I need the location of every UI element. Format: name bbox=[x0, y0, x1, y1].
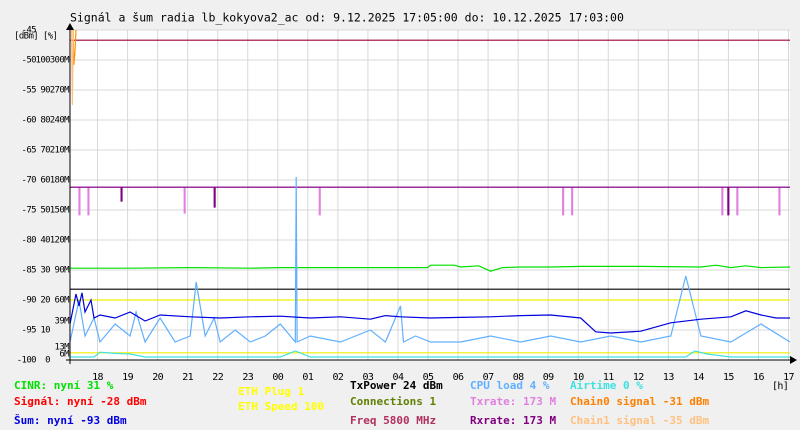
x-tick-label: 01 bbox=[302, 372, 313, 383]
grid bbox=[70, 29, 790, 361]
y-tick-label: -50 bbox=[22, 56, 37, 66]
y2-tick-label: 40 bbox=[40, 236, 50, 246]
y2-tick-label: 70 bbox=[40, 146, 50, 156]
y3-tick-label: 240M bbox=[50, 116, 70, 126]
x-tick-label: 11 bbox=[603, 372, 614, 383]
legend-entry: Rxrate: 173 M bbox=[470, 414, 556, 427]
x-tick-label: 17 bbox=[783, 372, 794, 383]
y2-tick-label: 20 bbox=[40, 296, 50, 306]
y-tick-label: -95 bbox=[22, 326, 37, 336]
legend-entry: Signál: nyní -28 dBm bbox=[14, 395, 147, 408]
legend-entry: Chain1 signal -35 dBm bbox=[570, 414, 709, 427]
chart-title: Signál a šum radia lb_kokyova2_ac od: 9.… bbox=[70, 11, 624, 25]
y2-tick-label: 60 bbox=[40, 176, 50, 186]
y2-tick-label: 100 bbox=[36, 56, 51, 66]
annotation: 13M bbox=[55, 343, 71, 353]
y3-tick-label: 90M bbox=[55, 266, 71, 276]
y3-tick-label: 120M bbox=[50, 236, 70, 246]
y-axis-arrow bbox=[66, 23, 74, 30]
y-tick-label: -70 bbox=[22, 176, 37, 186]
legend-entry: TxPower 24 dBm bbox=[350, 379, 443, 392]
y-tick-label: -55 bbox=[22, 86, 37, 96]
y-tick-label: -90 bbox=[22, 296, 37, 306]
y3-tick-label: 300M bbox=[50, 56, 70, 66]
x-tick-label: 03 bbox=[362, 372, 373, 383]
legend-entry: Airtime 0 % bbox=[570, 379, 643, 392]
labels: -100-95-90-85-80-75-70-65-60-55-50-45010… bbox=[14, 26, 795, 428]
series-line bbox=[70, 350, 790, 358]
x-tick-label: 04 bbox=[393, 372, 404, 383]
plot-area bbox=[70, 30, 790, 360]
y3-tick-label: 60M bbox=[55, 296, 71, 306]
y-tick-label: -85 bbox=[22, 266, 37, 276]
series-line bbox=[70, 186, 790, 216]
x-tick-label: 20 bbox=[152, 372, 163, 383]
y2-tick-label: 50 bbox=[40, 206, 50, 216]
x-tick-label: 07 bbox=[483, 372, 494, 383]
y2-tick-label: 90 bbox=[40, 86, 50, 96]
y-axis-label: [dBm] [%] bbox=[14, 32, 57, 42]
legend-entry: Txrate: 173 M bbox=[470, 395, 556, 408]
x-tick-label: 22 bbox=[212, 372, 223, 383]
series-line bbox=[70, 30, 74, 106]
y2-tick-label: 0 bbox=[45, 356, 50, 366]
y-tick-label: -45 bbox=[22, 26, 37, 36]
annotation: 6M bbox=[59, 350, 70, 360]
x-tick-label: 18 bbox=[92, 372, 103, 383]
y-tick-label: -60 bbox=[22, 116, 37, 126]
legend-entry: Chain0 signal -31 dBm bbox=[570, 395, 709, 408]
y-tick-label: -80 bbox=[22, 236, 37, 246]
y-tick-label: -100 bbox=[17, 356, 36, 366]
x-tick-label: 16 bbox=[753, 372, 764, 383]
legend-entry: ETH Plug 1 bbox=[238, 385, 305, 398]
x-tick-label: 09 bbox=[543, 372, 554, 383]
y2-tick-label: 30 bbox=[40, 266, 50, 276]
series-line bbox=[70, 292, 790, 334]
series-line bbox=[70, 264, 790, 272]
legend-entry: Connections 1 bbox=[350, 395, 436, 408]
x-tick-label: 19 bbox=[122, 372, 133, 383]
x-axis-arrow bbox=[790, 356, 797, 364]
y3-tick-label: 270M bbox=[50, 86, 70, 96]
legend-entry: ETH Speed 100 bbox=[238, 400, 324, 413]
y3-tick-label: 210M bbox=[50, 146, 70, 156]
y-tick-label: -75 bbox=[22, 206, 37, 216]
x-tick-label: 15 bbox=[723, 372, 734, 383]
y3-tick-label: 180M bbox=[50, 176, 70, 186]
y2-tick-label: 80 bbox=[40, 116, 50, 126]
y3-tick-label: 150M bbox=[50, 206, 70, 216]
x-tick-label: 00 bbox=[272, 372, 283, 383]
legend-entry: CPU load 4 % bbox=[470, 379, 550, 392]
x-tick-label: 06 bbox=[453, 372, 464, 383]
annotation: 39M bbox=[55, 317, 71, 327]
x-tick-label: 21 bbox=[182, 372, 193, 383]
x-tick-label: 10 bbox=[573, 372, 584, 383]
x-tick-label: 23 bbox=[242, 372, 253, 383]
legend-entry: Šum: nyní -93 dBm bbox=[14, 414, 127, 427]
x-tick-label: 14 bbox=[693, 372, 704, 383]
y-tick-label: -65 bbox=[22, 146, 37, 156]
legend-entry: CINR: nyní 31 % bbox=[14, 379, 114, 392]
x-tick-label: 05 bbox=[423, 372, 434, 383]
x-tick-label: 02 bbox=[332, 372, 343, 383]
x-tick-label: 13 bbox=[663, 372, 674, 383]
y2-tick-label: 10 bbox=[40, 326, 50, 336]
x-axis-label: [h] bbox=[772, 381, 788, 392]
x-tick-label: 12 bbox=[633, 372, 644, 383]
x-tick-label: 08 bbox=[513, 372, 524, 383]
series-group bbox=[70, 30, 790, 358]
series-line bbox=[70, 186, 790, 216]
legend-entry: Freq 5800 MHz bbox=[350, 414, 436, 427]
